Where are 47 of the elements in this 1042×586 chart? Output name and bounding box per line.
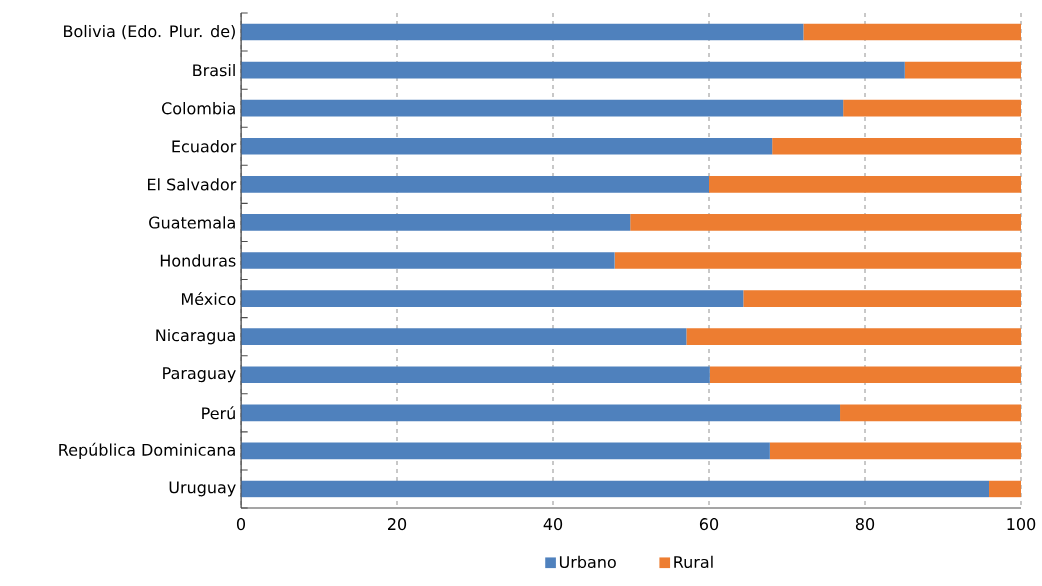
y-tick-label: Nicaragua (156, 328, 235, 345)
bar (241, 137, 773, 155)
y-tick-label: Perú (202, 406, 235, 420)
bar (241, 404, 841, 422)
bar (241, 480, 990, 498)
x-tick-label: 60 (699, 518, 719, 531)
bar (241, 442, 770, 460)
y-tick-label: Honduras (160, 254, 236, 267)
y-tick-label: El Salvador (148, 178, 237, 191)
y-tick-label: Colombia (162, 102, 235, 115)
bar (840, 404, 1022, 422)
x-tick-label: 100 (1007, 518, 1036, 531)
bar (241, 99, 844, 117)
bar (772, 137, 1022, 155)
y-tick-label: Ecuador (172, 140, 237, 153)
bar (241, 366, 710, 384)
x-tick-label: 20 (387, 518, 407, 531)
bar (241, 290, 744, 307)
y-tick-label: República Dominicana (59, 442, 235, 459)
bar (803, 23, 1022, 41)
bar (743, 290, 1022, 307)
bar (843, 99, 1022, 117)
y-tick-label: Bolivia (Edo. Plur. de) (64, 24, 235, 40)
bar (241, 176, 710, 193)
bar (630, 214, 1022, 231)
bar (709, 176, 1022, 193)
bar (686, 328, 1022, 345)
bar (769, 442, 1022, 460)
y-tick-label: Brasil (193, 63, 235, 77)
y-tick-label: Guatemala (149, 216, 235, 229)
legend-label: Urbano (559, 555, 616, 569)
bar (709, 366, 1022, 384)
legend-label: Rural (674, 555, 713, 569)
bar (241, 23, 804, 41)
y-tick-label: México (181, 292, 236, 306)
bar (241, 252, 615, 269)
bar (614, 252, 1022, 269)
bar (989, 480, 1022, 498)
x-tick-label: 80 (855, 518, 875, 531)
bar (904, 61, 1022, 79)
y-tick-label: Paraguay (163, 367, 236, 383)
bar (241, 328, 687, 345)
bar (241, 214, 631, 231)
bar (241, 61, 905, 79)
x-tick-label: 40 (543, 518, 563, 531)
x-tick-label: 0 (236, 518, 246, 531)
y-tick-label: Uruguay (169, 481, 236, 497)
